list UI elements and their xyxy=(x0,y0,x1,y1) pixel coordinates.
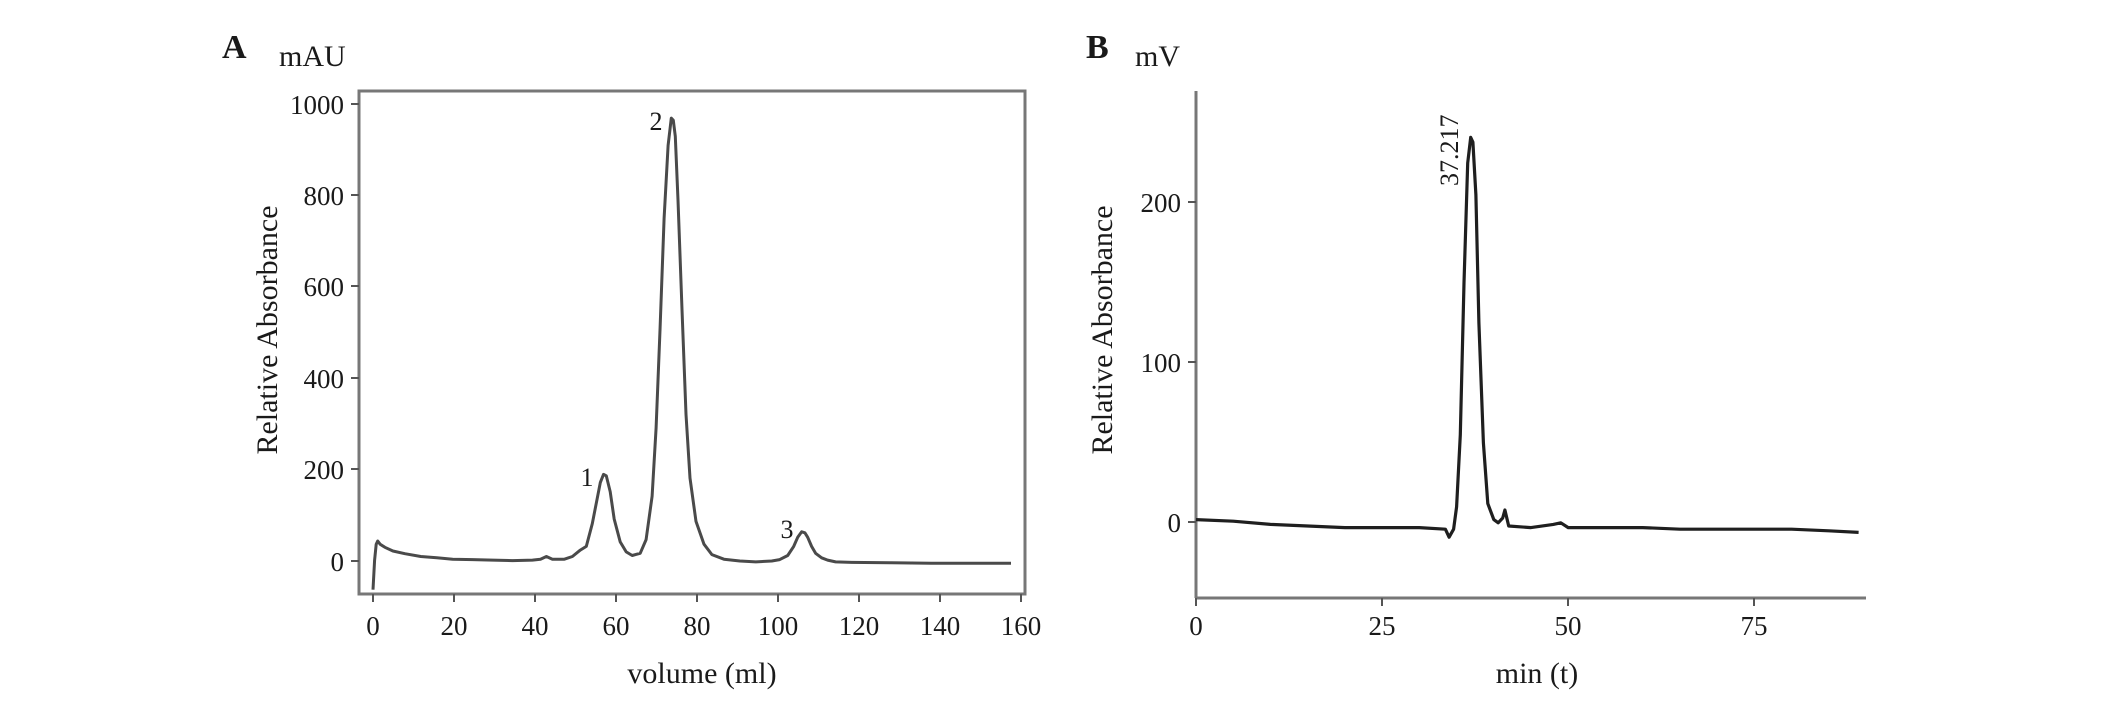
panel-a-x-tick-label: 80 xyxy=(684,611,711,641)
panel-a-y-tick-label: 400 xyxy=(304,364,345,394)
panel-a-x-ticks: 0 20 40 60 80 100 120 140 160 xyxy=(366,594,1041,641)
panel-b-x-ticks: 0 25 50 75 xyxy=(1189,598,1768,641)
panel-a-x-tick-label: 100 xyxy=(758,611,799,641)
panel-b-y-tick-label: 200 xyxy=(1141,188,1182,218)
panel-b-letter: B xyxy=(1086,29,1109,66)
panel-b-peak-label: 37.217 xyxy=(1435,115,1464,187)
panel-b-y-ticks: 0 100 200 xyxy=(1141,188,1196,538)
panel-a-y-tick-label: 1000 xyxy=(290,90,344,120)
panel-a-x-tick-label: 40 xyxy=(522,611,549,641)
panel-a-x-tick-label: 60 xyxy=(603,611,630,641)
panel-b-x-tick-label: 50 xyxy=(1555,611,1582,641)
panel-b-y-tick-label: 0 xyxy=(1168,508,1182,538)
panel-a-plot-frame xyxy=(357,89,1027,596)
panel-a-y-tick-label: 600 xyxy=(304,272,345,302)
panel-b-x-tick-label: 25 xyxy=(1369,611,1396,641)
panel-a-peak-label-1: 1 xyxy=(581,463,594,492)
panel-b-x-tick-label: 75 xyxy=(1741,611,1768,641)
panel-b-chromatogram-line xyxy=(1195,135,1859,539)
panel-b-y-axis-title: Relative Absorbance xyxy=(1086,205,1119,454)
panel-b-x-axis-title: min (t) xyxy=(1496,657,1579,690)
panel-a-peak-label-2: 2 xyxy=(650,107,663,136)
panel-b-y-tick-label: 100 xyxy=(1141,348,1182,378)
panel-a-x-axis-title: volume (ml) xyxy=(627,657,776,690)
panel-a-x-tick-label: 0 xyxy=(366,611,380,641)
panel-a: A mAU Relative Absorbance volume (ml) 0 … xyxy=(222,29,1041,690)
panel-a-letter: A xyxy=(222,29,247,66)
panel-a-x-tick-label: 160 xyxy=(1001,611,1042,641)
panel-a-y-tick-label: 200 xyxy=(304,455,345,485)
panel-a-y-ticks: 0 200 400 600 800 1000 xyxy=(290,90,359,577)
panel-a-y-tick-label: 0 xyxy=(331,547,345,577)
panel-a-x-tick-label: 120 xyxy=(839,611,880,641)
panel-b-x-tick-label: 0 xyxy=(1189,611,1203,641)
panel-a-y-tick-label: 800 xyxy=(304,181,345,211)
panel-a-unit-label: mAU xyxy=(279,40,346,73)
panel-b-unit-label: mV xyxy=(1135,40,1180,73)
panel-b: B mV Relative Absorbance min (t) 0 100 2… xyxy=(1086,29,1866,690)
panel-a-x-tick-label: 140 xyxy=(920,611,961,641)
panel-a-x-tick-label: 20 xyxy=(441,611,468,641)
panel-a-y-axis-title: Relative Absorbance xyxy=(251,205,284,454)
panel-a-peak-label-3: 3 xyxy=(781,515,794,544)
panel-a-chromatogram-line xyxy=(371,116,1011,590)
